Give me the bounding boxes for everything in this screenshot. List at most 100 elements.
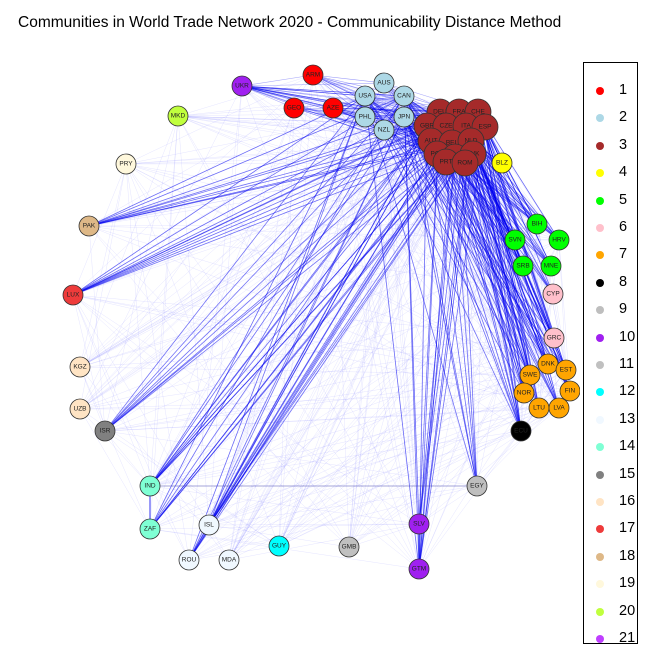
network-edge: [188, 430, 522, 561]
network-edge: [125, 163, 151, 487]
network-edge: [228, 140, 472, 561]
node-circle: [78, 215, 100, 237]
node-label: HRV: [552, 237, 566, 244]
network-edge: [149, 115, 179, 530]
network-edge: [383, 82, 522, 432]
node-circle: [167, 105, 189, 127]
legend-item: 19: [584, 574, 639, 594]
node-rom: ROM: [451, 149, 479, 177]
network-edge: [104, 95, 366, 432]
network-edge: [79, 111, 479, 410]
network-edge: [208, 265, 524, 526]
network-edge: [104, 363, 549, 432]
legend-swatch: [596, 552, 604, 561]
network-edge: [149, 485, 190, 561]
network-edge: [312, 74, 366, 118]
node-circle: [555, 359, 577, 381]
node-aze: AZE: [322, 97, 344, 119]
network-edge: [228, 125, 467, 561]
node-label: UKR: [235, 83, 249, 90]
network-edge: [79, 337, 555, 368]
network-edge: [418, 142, 453, 570]
network-edge: [88, 225, 420, 570]
node-gtm: GTM: [408, 558, 430, 580]
network-edge: [278, 153, 438, 547]
node-circle: [231, 75, 253, 97]
legend-item: 6: [584, 218, 639, 238]
node-label: ISR: [100, 428, 111, 435]
network-edge: [451, 142, 525, 394]
node-est: EST: [555, 359, 577, 381]
legend-label: 20: [619, 602, 636, 619]
legend-label: 9: [619, 301, 628, 318]
node-circle: [283, 97, 305, 119]
node-label: EST: [560, 367, 573, 374]
network-edge: [72, 125, 467, 296]
legend-label: 15: [619, 465, 636, 482]
node-blz: BLZ: [491, 152, 513, 174]
legend-item: 3: [584, 136, 639, 156]
network-edge: [79, 366, 151, 530]
network-edge: [278, 129, 385, 547]
network-edge: [241, 85, 420, 570]
legend-item: 13: [584, 410, 639, 430]
node-mkd: MKD: [167, 105, 189, 127]
node-kgz: KGZ: [69, 356, 91, 378]
network-edge: [125, 116, 366, 165]
network-edge: [208, 95, 405, 526]
network-edge: [72, 162, 466, 296]
node-label: FIN: [565, 388, 576, 395]
legend-swatch: [596, 306, 604, 315]
network-edge: [125, 163, 280, 547]
legend-label: 7: [619, 246, 628, 263]
node-aus: AUS: [373, 72, 395, 94]
node-uzb: UZB: [69, 398, 91, 420]
legend-item: 14: [584, 437, 639, 457]
node-circle: [559, 380, 580, 402]
node-label: GBR: [420, 123, 434, 130]
network-edge: [149, 153, 474, 487]
legend-label: 21: [619, 630, 636, 646]
node-label: SRB: [516, 263, 529, 270]
network-edge: [228, 74, 314, 561]
network-edge: [72, 294, 555, 339]
legend-item: 2: [584, 108, 639, 128]
node-label: MNE: [544, 263, 559, 270]
node-ltu: LTU: [528, 397, 550, 419]
network-edge: [208, 116, 405, 526]
legend-swatch: [596, 415, 604, 424]
network-edge: [312, 74, 420, 570]
node-geo: GEO: [283, 97, 305, 119]
node-label: ARM: [306, 72, 320, 79]
node-circle: [115, 153, 137, 175]
node-label: NZL: [378, 127, 391, 134]
node-label: PAK: [83, 223, 96, 230]
node-circle: [373, 119, 395, 141]
network-edge: [403, 116, 531, 376]
network-edge: [403, 116, 560, 409]
network-edge: [79, 129, 385, 410]
network-edge: [177, 115, 210, 526]
network-edge: [418, 407, 560, 525]
node-label: GMB: [342, 544, 357, 551]
node-hrv: HRV: [548, 229, 570, 251]
node-label: NOR: [517, 390, 532, 397]
network-edge: [228, 523, 420, 561]
legend-swatch: [596, 169, 604, 178]
legend-swatch: [596, 607, 604, 616]
node-circle: [540, 255, 562, 277]
node-circle: [62, 284, 84, 306]
network-edge: [88, 225, 106, 432]
network-edge: [72, 294, 151, 487]
network-edge: [312, 74, 441, 113]
node-ind: IND: [139, 475, 161, 497]
network-edge: [104, 430, 151, 487]
network-edge: [312, 74, 385, 84]
network-edge: [149, 95, 405, 530]
node-label: PRT: [440, 159, 453, 166]
network-edge: [72, 111, 479, 296]
node-label: EGY: [470, 483, 484, 490]
network-edge: [293, 107, 405, 118]
network-edge: [348, 156, 456, 548]
node-pak: PAK: [78, 215, 100, 237]
